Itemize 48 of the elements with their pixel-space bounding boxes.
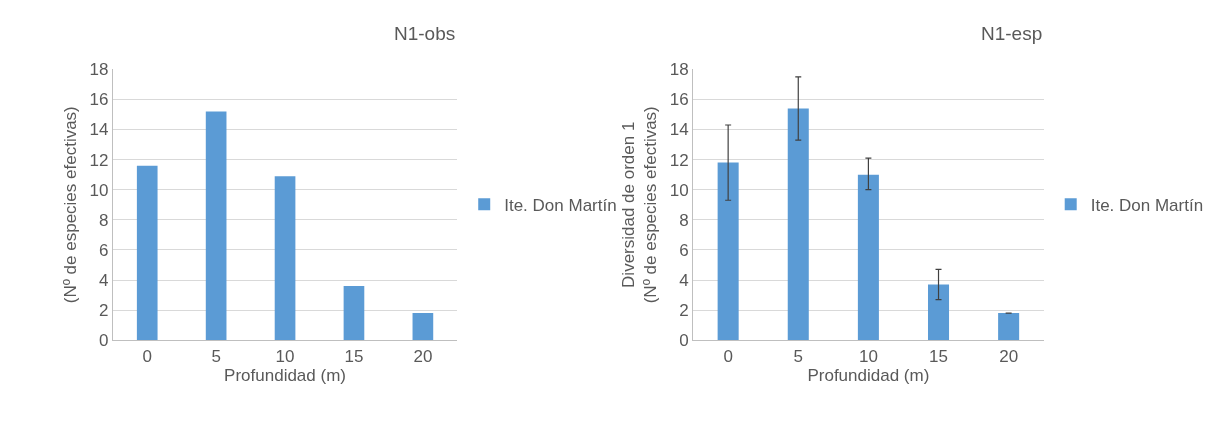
x-tick-label: 5 <box>211 346 221 366</box>
y-axis-title: (Nº de especies efectivas) <box>60 106 80 304</box>
bar <box>343 286 365 341</box>
legend-label: Ite. Don Martín <box>504 195 617 215</box>
y-tick-label: 0 <box>98 331 109 351</box>
x-tick-label: 20 <box>999 346 1019 366</box>
x-tick-label: 15 <box>929 346 948 366</box>
x-axis-title: Profundidad (m) <box>807 365 930 385</box>
bar <box>412 313 434 341</box>
x-tick-label: 0 <box>142 346 152 366</box>
y-tick-label: 14 <box>669 120 689 140</box>
y-tick-label: 14 <box>89 120 109 140</box>
bar <box>998 313 1020 341</box>
x-tick-label: 10 <box>858 346 878 366</box>
y-tick-label: 18 <box>89 60 109 80</box>
x-tick-label: 10 <box>275 346 295 366</box>
y-axis-title: Diversidad de orden 1 (Nº de especies efectivas) <box>619 106 661 304</box>
y-tick-label: 0 <box>679 331 689 351</box>
y-tick-label: 18 <box>669 60 689 80</box>
y-tick-label: 12 <box>89 150 109 170</box>
x-tick-label: 20 <box>413 346 433 366</box>
x-tick-label: 15 <box>344 346 364 366</box>
chart-title: N1-esp <box>981 23 1043 44</box>
y-tick-label: 4 <box>679 270 689 290</box>
y-tick-label: 8 <box>679 210 689 230</box>
x-tick-label: 5 <box>793 346 803 366</box>
y-tick-label: 2 <box>98 301 109 321</box>
y-tick-label: 12 <box>669 150 689 170</box>
bar <box>274 176 296 341</box>
bar <box>787 108 809 341</box>
y-tick-label: 10 <box>669 180 689 200</box>
y-tick-label: 16 <box>669 90 689 110</box>
y-tick-label: 6 <box>98 240 109 260</box>
chart-title: N1-obs <box>394 23 456 44</box>
y-tick-label: 2 <box>679 301 689 321</box>
bar <box>717 162 739 341</box>
bar <box>136 165 158 341</box>
y-tick-label: 8 <box>98 210 109 230</box>
bar <box>928 284 950 341</box>
x-axis-title: Profundidad (m) <box>224 365 346 385</box>
y-tick-label: 6 <box>679 240 689 260</box>
y-tick-label: 4 <box>98 270 109 290</box>
y-tick-label: 10 <box>89 180 109 200</box>
legend-label: Ite. Don Martín <box>1090 195 1204 215</box>
x-tick-label: 0 <box>723 346 733 366</box>
bar <box>205 111 227 341</box>
bar <box>857 174 879 341</box>
y-tick-label: 16 <box>89 90 109 110</box>
